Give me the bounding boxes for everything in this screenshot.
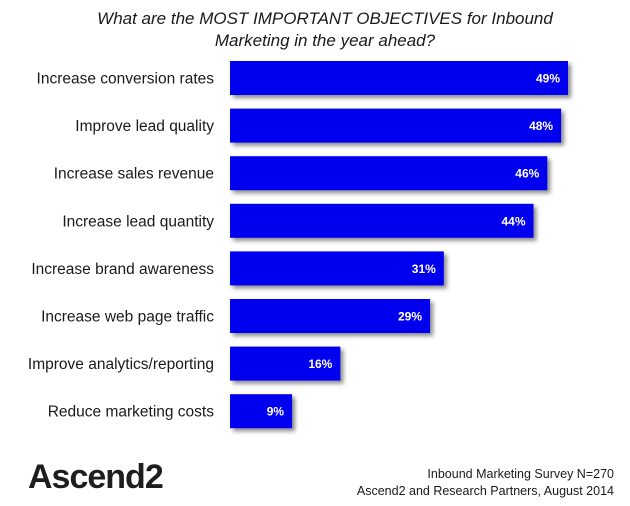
- bar-4: [230, 203, 534, 238]
- category-label-5: Increase brand awareness: [31, 261, 214, 278]
- category-label-2: Improve lead quality: [75, 118, 214, 135]
- category-label-8: Reduce marketing costs: [48, 404, 215, 421]
- bar-1: [230, 61, 568, 95]
- category-label-4: Increase lead quantity: [62, 213, 214, 230]
- category-label-3: Increase sales revenue: [54, 166, 214, 183]
- source-note: Inbound Marketing Survey N=270 Ascend2 a…: [357, 466, 614, 500]
- value-label-6: 29%: [398, 310, 422, 324]
- value-label-7: 16%: [308, 357, 332, 371]
- category-label-6: Increase web page traffic: [41, 309, 214, 326]
- value-label-2: 48%: [529, 119, 553, 133]
- ascend2-logo: Ascend2: [28, 458, 164, 496]
- bar-2: [230, 108, 562, 143]
- bar-5: [230, 251, 444, 286]
- value-label-8: 9%: [267, 405, 285, 419]
- value-label-5: 31%: [412, 262, 436, 276]
- category-label-7: Improve analytics/reporting: [28, 356, 214, 373]
- chart-title: What are the MOST IMPORTANT OBJECTIVES f…: [97, 9, 553, 50]
- category-label-1: Increase conversion rates: [37, 71, 215, 88]
- value-label-3: 46%: [515, 167, 539, 181]
- value-label-1: 49%: [536, 72, 560, 86]
- value-label-4: 44%: [501, 214, 525, 228]
- bar-7: [230, 346, 341, 381]
- source-line-2: Ascend2 and Research Partners, August 20…: [356, 484, 614, 498]
- bar-8: [230, 394, 293, 429]
- bar-3: [230, 156, 548, 191]
- source-line-1: Inbound Marketing Survey N=270: [427, 467, 614, 481]
- bar-6: [230, 299, 431, 333]
